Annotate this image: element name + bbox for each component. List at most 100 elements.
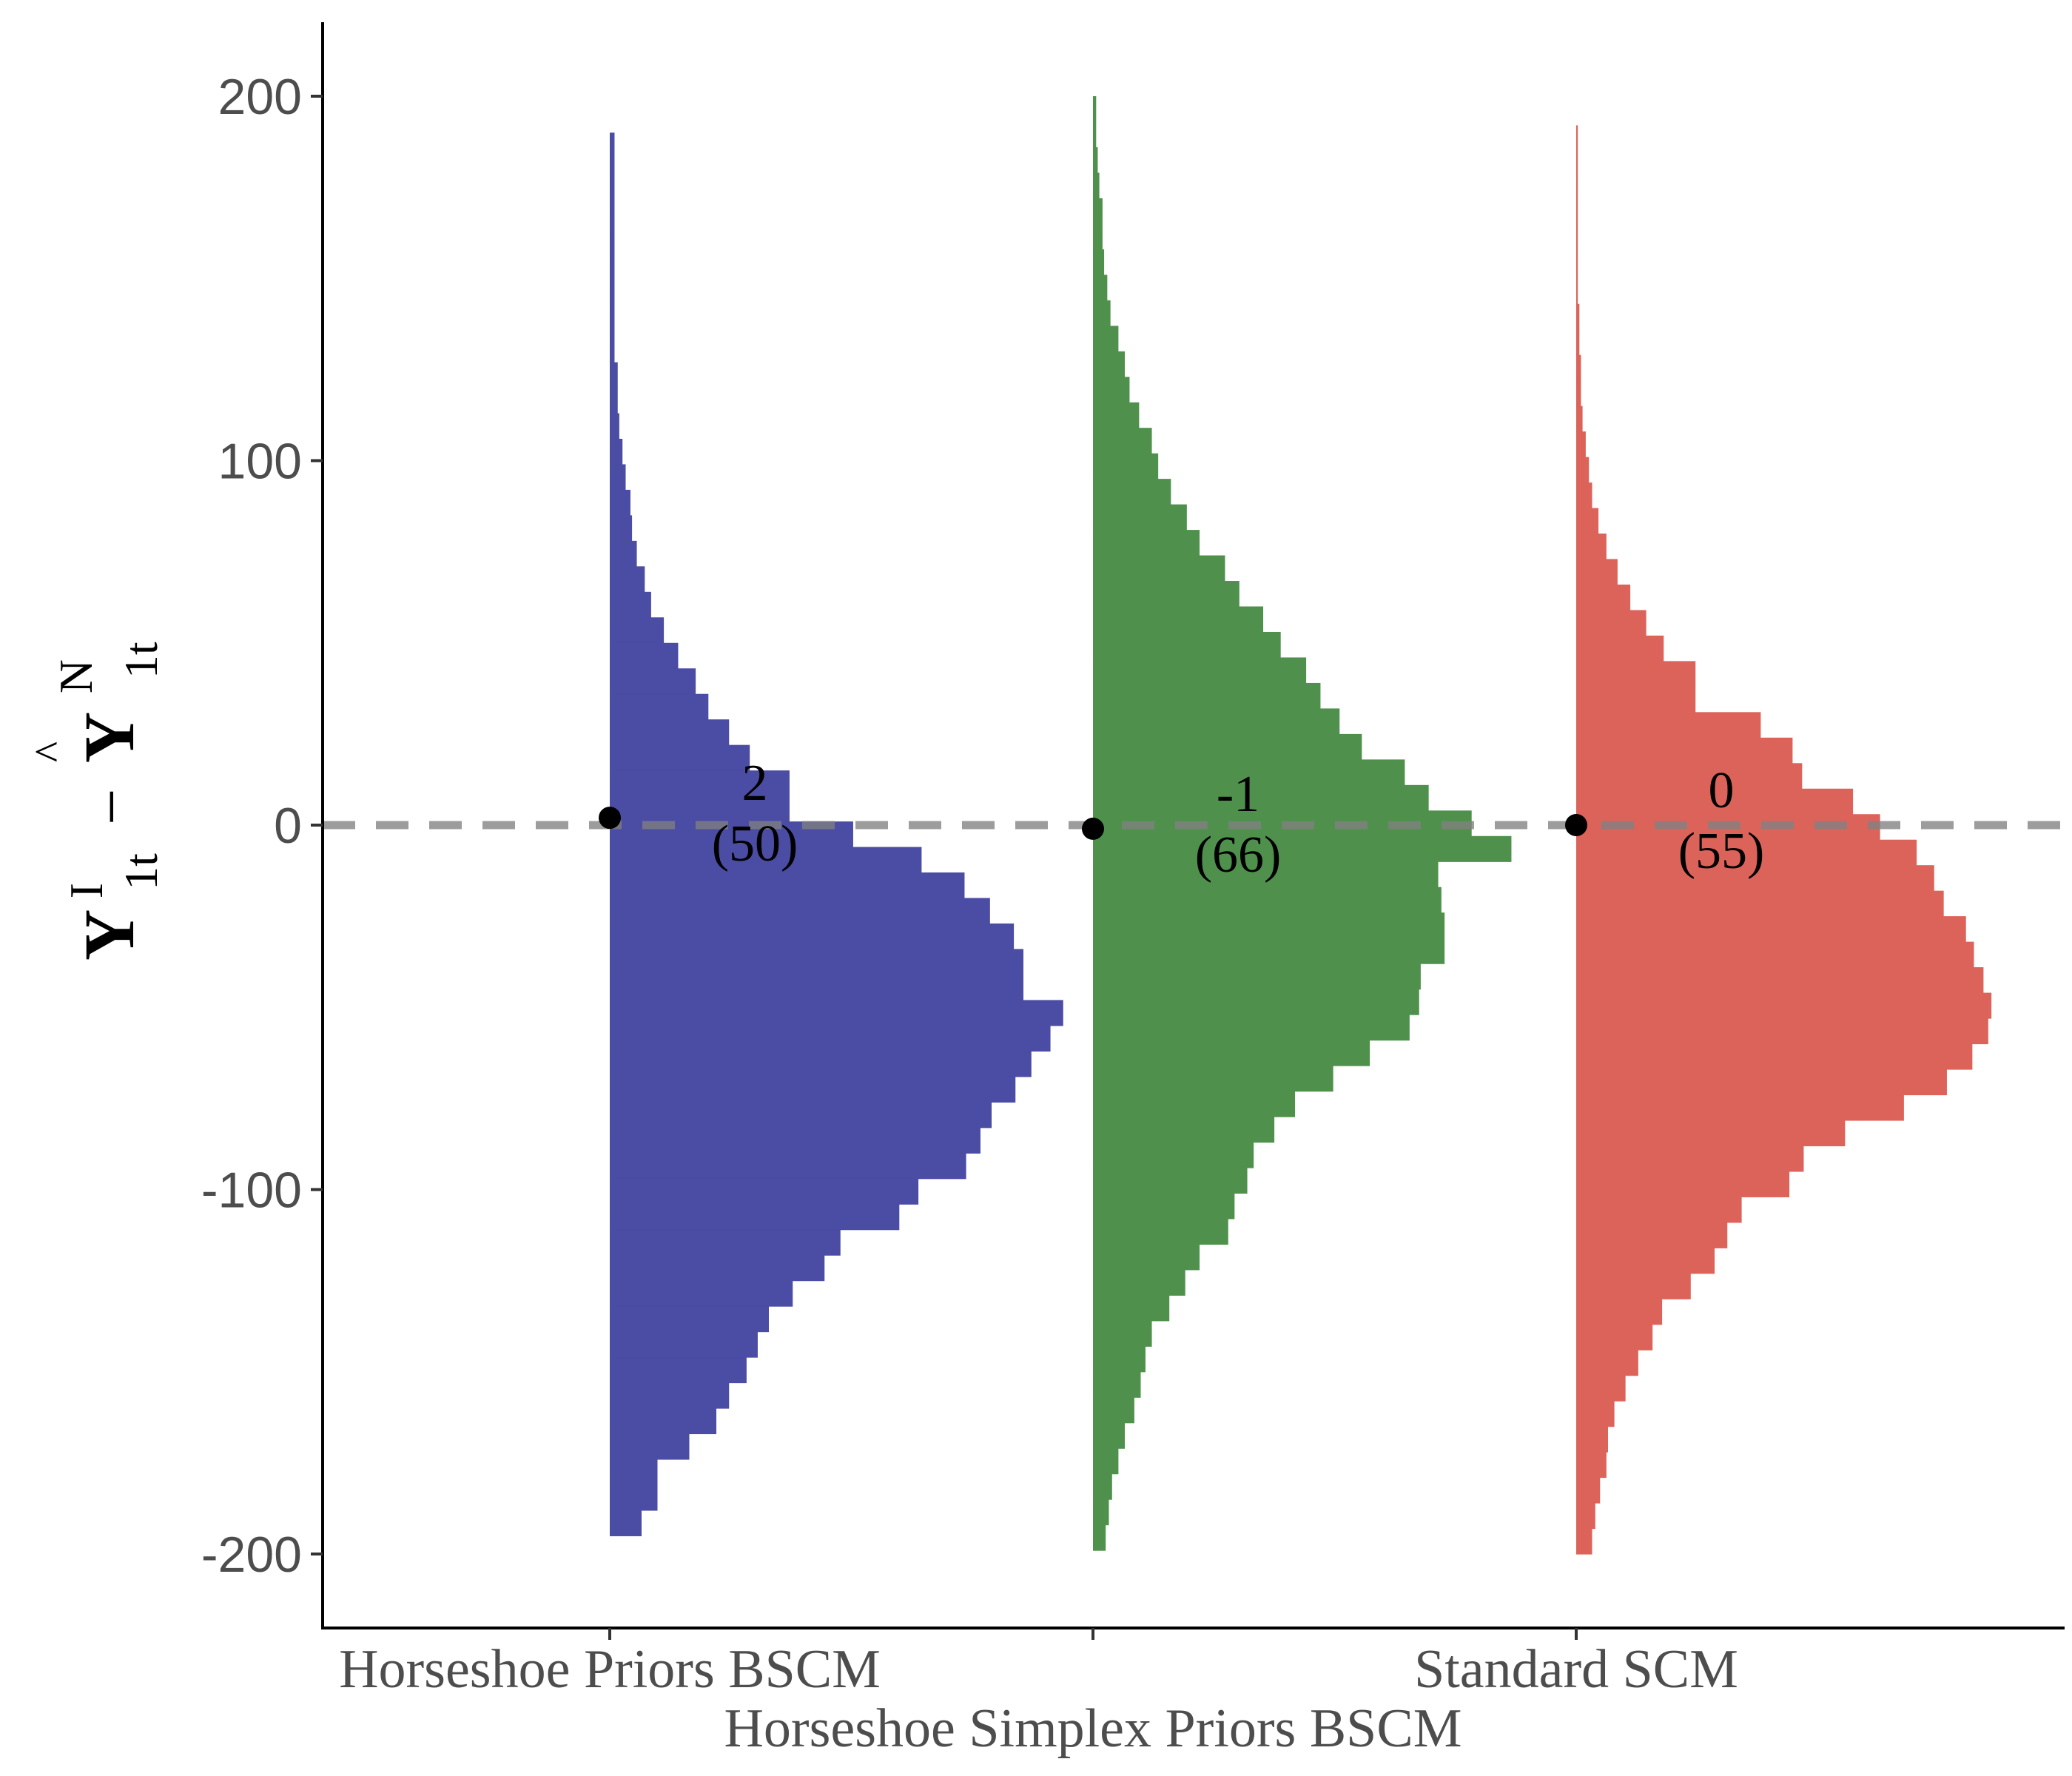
bar-standard-scm-48	[1576, 1350, 1638, 1376]
bar-standard-scm-7	[1576, 303, 1580, 330]
bar-horseshoe-priors-bscm-1	[610, 158, 615, 184]
bar-horseshoe-priors-bscm-17	[610, 566, 645, 593]
bar-standard-scm-34	[1576, 992, 1992, 1019]
bar-horseshoe-simplex-priors-bscm-15	[1093, 479, 1171, 505]
bar-horseshoe-priors-bscm-6	[610, 286, 615, 312]
bar-horseshoe-simplex-priors-bscm-38	[1093, 1066, 1333, 1092]
bar-standard-scm-5	[1576, 252, 1578, 279]
bar-horseshoe-priors-bscm-53	[610, 1484, 658, 1511]
ylabel-hat: ^	[26, 741, 75, 762]
y-tick-label-3: 100	[218, 434, 302, 490]
bar-horseshoe-simplex-priors-bscm-47	[1093, 1295, 1170, 1322]
bar-horseshoe-simplex-priors-bscm-21	[1093, 631, 1281, 659]
bar-horseshoe-simplex-priors-bscm-16	[1093, 504, 1187, 531]
bar-horseshoe-simplex-priors-bscm-50	[1093, 1371, 1141, 1398]
bar-standard-scm-14	[1576, 482, 1592, 509]
bar-standard-scm-52	[1576, 1452, 1607, 1479]
bar-horseshoe-simplex-priors-bscm-2	[1093, 147, 1098, 174]
bar-horseshoe-priors-bscm-4	[610, 235, 615, 261]
annot-count-standard-scm: (55)	[1678, 823, 1765, 880]
bar-horseshoe-priors-bscm-16	[610, 540, 637, 567]
point-horseshoe-priors-bscm	[599, 807, 621, 830]
bar-horseshoe-priors-bscm-35	[610, 1025, 1051, 1052]
bar-standard-scm-26	[1576, 788, 1854, 815]
y-tick-label-2: 0	[274, 798, 302, 854]
bar-horseshoe-priors-bscm-47	[610, 1331, 758, 1358]
bar-standard-scm-8	[1576, 329, 1580, 356]
bar-horseshoe-priors-bscm-23	[610, 719, 730, 746]
bar-horseshoe-priors-bscm-0	[610, 132, 615, 159]
bar-horseshoe-simplex-priors-bscm-36	[1093, 1015, 1410, 1041]
bar-horseshoe-priors-bscm-19	[610, 617, 665, 644]
bar-horseshoe-priors-bscm-46	[610, 1306, 769, 1333]
bar-horseshoe-simplex-priors-bscm-40	[1093, 1117, 1275, 1143]
bar-horseshoe-simplex-priors-bscm-17	[1093, 530, 1200, 556]
point-standard-scm	[1565, 814, 1587, 836]
annot-value-horseshoe-simplex-priors-bscm: -1	[1217, 766, 1259, 823]
bar-horseshoe-priors-bscm-43	[610, 1229, 841, 1256]
bar-horseshoe-priors-bscm-12	[610, 438, 623, 465]
bar-horseshoe-priors-bscm-8	[610, 337, 615, 363]
bar-horseshoe-priors-bscm-42	[610, 1204, 900, 1231]
bar-horseshoe-priors-bscm-52	[610, 1459, 658, 1486]
bar-standard-scm-40	[1576, 1146, 1804, 1172]
bar-horseshoe-simplex-priors-bscm-41	[1093, 1142, 1254, 1168]
bar-standard-scm-49	[1576, 1375, 1626, 1402]
annot-value-standard-scm: 0	[1709, 762, 1735, 819]
bar-horseshoe-simplex-priors-bscm-13	[1093, 428, 1152, 454]
bar-horseshoe-priors-bscm-39	[610, 1127, 980, 1154]
bar-horseshoe-simplex-priors-bscm-19	[1093, 581, 1240, 608]
bar-standard-scm-21	[1576, 661, 1696, 687]
bar-standard-scm-55	[1576, 1528, 1592, 1555]
bar-horseshoe-simplex-priors-bscm-45	[1093, 1244, 1200, 1271]
x-tick-label-standard-scm: Standard SCM	[1414, 1639, 1738, 1700]
bar-horseshoe-priors-bscm-49	[610, 1382, 730, 1409]
bar-horseshoe-simplex-priors-bscm-49	[1093, 1346, 1146, 1373]
bar-horseshoe-simplex-priors-bscm-25	[1093, 733, 1362, 760]
annot-value-horseshoe-priors-bscm: 2	[742, 755, 768, 812]
bar-horseshoe-priors-bscm-45	[610, 1280, 793, 1307]
bar-horseshoe-simplex-priors-bscm-4	[1093, 198, 1103, 224]
bar-horseshoe-simplex-priors-bscm-29	[1093, 835, 1512, 862]
bar-standard-scm-29	[1576, 865, 1934, 892]
bar-horseshoe-simplex-priors-bscm-54	[1093, 1473, 1112, 1500]
bar-horseshoe-simplex-priors-bscm-56	[1093, 1524, 1106, 1551]
bar-horseshoe-simplex-priors-bscm-10	[1093, 351, 1125, 377]
bar-horseshoe-simplex-priors-bscm-52	[1093, 1422, 1125, 1449]
bar-horseshoe-simplex-priors-bscm-23	[1093, 682, 1321, 709]
bar-horseshoe-simplex-priors-bscm-31	[1093, 887, 1442, 913]
bar-horseshoe-simplex-priors-bscm-12	[1093, 402, 1140, 428]
ylabel-sub-left: 1t	[115, 853, 167, 890]
y-tick-label-4: 200	[218, 69, 302, 125]
point-horseshoe-simplex-priors-bscm	[1082, 817, 1104, 840]
bar-horseshoe-simplex-priors-bscm-5	[1093, 223, 1103, 250]
bar-horseshoe-simplex-priors-bscm-1	[1093, 121, 1097, 148]
bar-horseshoe-simplex-priors-bscm-27	[1093, 784, 1429, 811]
bar-horseshoe-priors-bscm-24	[610, 744, 750, 771]
bar-horseshoe-priors-bscm-28	[610, 847, 922, 873]
bar-standard-scm-4	[1576, 227, 1578, 254]
bar-horseshoe-priors-bscm-34	[610, 1000, 1063, 1026]
bar-standard-scm-13	[1576, 457, 1590, 483]
bar-standard-scm-3	[1576, 201, 1578, 228]
bar-horseshoe-priors-bscm-21	[610, 668, 696, 695]
bar-standard-scm-47	[1576, 1324, 1653, 1350]
bar-horseshoe-priors-bscm-5	[610, 260, 615, 286]
bar-horseshoe-simplex-priors-bscm-11	[1093, 377, 1130, 403]
bar-standard-scm-41	[1576, 1171, 1790, 1197]
bar-horseshoe-simplex-priors-bscm-44	[1093, 1218, 1228, 1245]
bar-horseshoe-priors-bscm-38	[610, 1102, 992, 1128]
bar-standard-scm-46	[1576, 1299, 1663, 1325]
bar-standard-scm-25	[1576, 763, 1803, 790]
bar-standard-scm-19	[1576, 610, 1646, 636]
svg-text:Y I 1t −: Y I 1t − Y N 1t	[28, 642, 172, 961]
bar-horseshoe-simplex-priors-bscm-33	[1093, 938, 1445, 964]
bar-horseshoe-simplex-priors-bscm-43	[1093, 1193, 1235, 1220]
bar-standard-scm-44	[1576, 1248, 1715, 1274]
bar-standard-scm-0	[1576, 125, 1578, 152]
bar-horseshoe-simplex-priors-bscm-3	[1093, 172, 1100, 199]
bar-horseshoe-priors-bscm-36	[610, 1051, 1032, 1077]
bar-standard-scm-31	[1576, 916, 1966, 943]
bar-horseshoe-simplex-priors-bscm-55	[1093, 1499, 1109, 1526]
